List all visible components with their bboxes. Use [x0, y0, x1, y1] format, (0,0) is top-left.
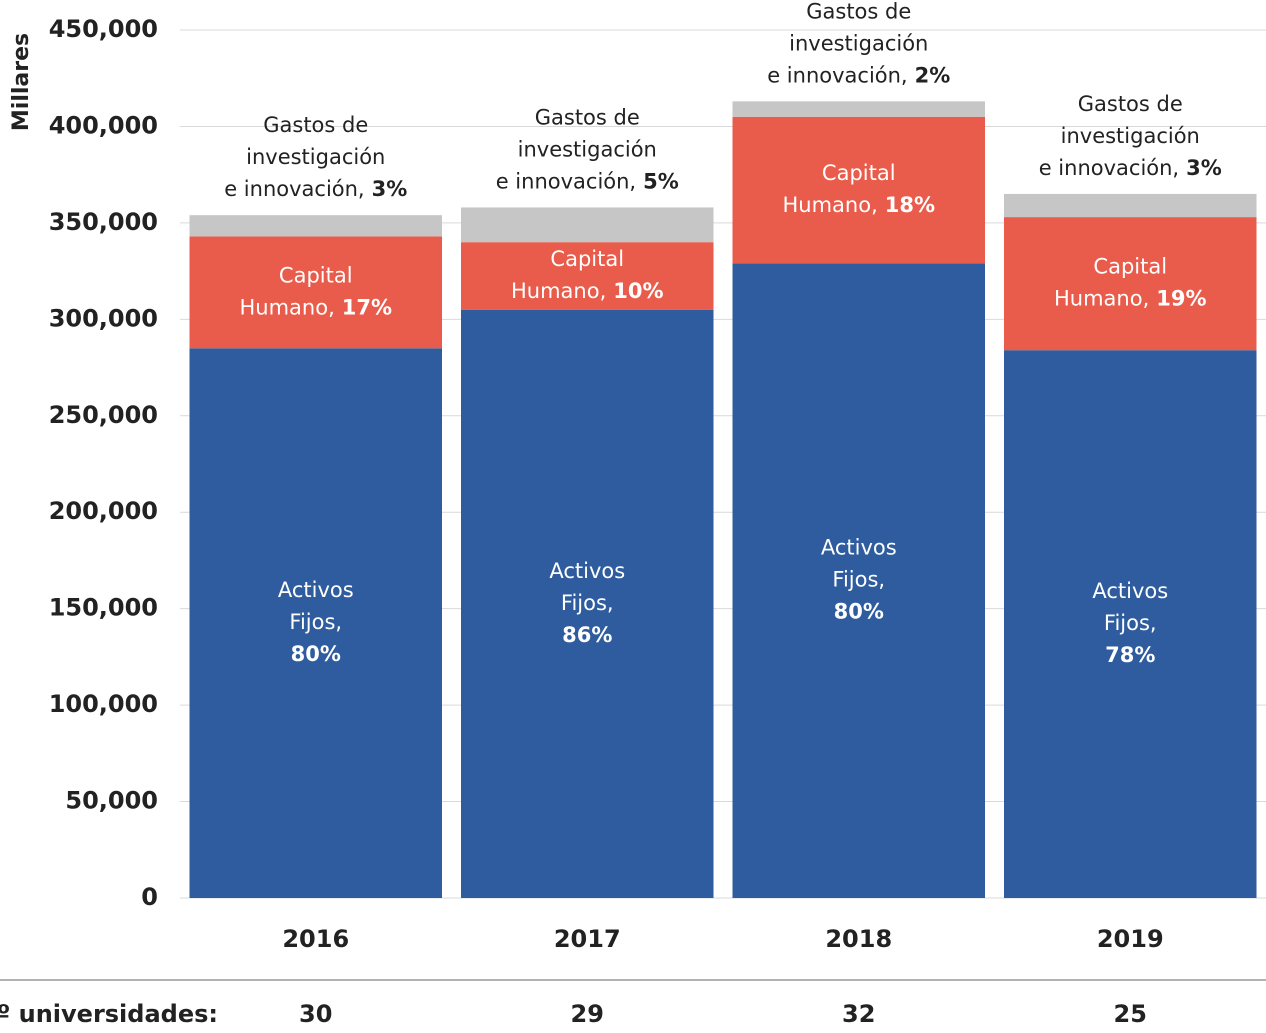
segment-label: Activos Fijos, 78% — [1092, 579, 1168, 667]
segment-label: Gastos de investigación e innovación, 2% — [767, 0, 950, 87]
bar-segment — [732, 263, 985, 898]
y-tick-label: 50,000 — [65, 787, 158, 815]
label-line: Humano, — [782, 193, 877, 217]
share-label: 78% — [1105, 643, 1155, 667]
label-line: Fijos, — [1104, 611, 1157, 635]
bar-segment — [1004, 217, 1257, 351]
label-line: Fijos, — [561, 591, 614, 615]
y-tick-label: 100,000 — [49, 690, 158, 718]
label-line: e innovación, — [767, 63, 907, 87]
segment-label: Capital Humano, 10% — [511, 247, 664, 303]
bar-segment — [461, 309, 714, 898]
bar-segment — [461, 207, 714, 243]
label-line: Capital — [1093, 255, 1167, 279]
y-tick-label: 450,000 — [49, 15, 158, 43]
label-line: investigación — [789, 31, 928, 55]
y-tick-label: 400,000 — [49, 111, 158, 139]
y-tick-label: 250,000 — [49, 401, 158, 429]
label-line: Activos — [549, 559, 625, 583]
share-label: 19% — [1156, 287, 1206, 311]
segment-label: Capital Humano, 19% — [1054, 255, 1207, 311]
label-line: Fijos, — [289, 610, 342, 634]
label-line: Fijos, — [832, 568, 885, 592]
segment-label: Activos Fijos, 86% — [549, 559, 625, 647]
share-label: 80% — [834, 600, 884, 624]
share-label: 3% — [372, 177, 408, 201]
label-line: Capital — [550, 247, 624, 271]
label-line: Gastos de — [263, 113, 368, 137]
x-tick-label: 2018 — [825, 925, 892, 953]
y-tick-label: 200,000 — [49, 497, 158, 525]
segment-label: Capital Humano, 18% — [782, 161, 935, 217]
segment-label: Gastos de investigación e innovación, 5% — [496, 105, 679, 193]
bar-segment — [189, 236, 442, 349]
label-line: Gastos de — [535, 105, 640, 129]
segment-label: Gastos de investigación e innovación, 3% — [224, 113, 407, 201]
segment-label: Activos Fijos, 80% — [821, 536, 897, 624]
segment-label: Activos Fijos, 80% — [278, 578, 354, 666]
share-label: 17% — [342, 295, 392, 319]
bar-segment — [732, 116, 985, 264]
bar-segment — [1004, 193, 1257, 218]
label-line: investigación — [246, 145, 385, 169]
label-line: investigación — [518, 137, 657, 161]
y-tick-label: 300,000 — [49, 304, 158, 332]
segment-label: Gastos de investigación e innovación, 3% — [1039, 92, 1222, 180]
label-line: Capital — [822, 161, 896, 185]
share-label: 18% — [885, 193, 935, 217]
x-tick-label: 2017 — [554, 925, 621, 953]
y-tick-label: 0 — [141, 883, 158, 911]
footer-value: 25 — [1114, 1000, 1147, 1028]
label-line: Humano, — [1054, 287, 1149, 311]
y-tick-label: 150,000 — [49, 594, 158, 622]
label-line: Gastos de — [806, 0, 911, 23]
share-label: 80% — [291, 642, 341, 666]
label-line: Capital — [279, 263, 353, 287]
bar-segment — [732, 101, 985, 117]
share-label: 5% — [643, 169, 679, 193]
bar-segment — [189, 348, 442, 898]
bar-segment — [189, 215, 442, 237]
label-line: e innovación, — [224, 177, 364, 201]
y-axis-label: Millares — [9, 33, 34, 131]
footer-value: 32 — [842, 1000, 875, 1028]
label-line: Activos — [278, 578, 354, 602]
bar-segment — [1004, 350, 1257, 898]
share-label: 3% — [1186, 156, 1222, 180]
bar-segment — [461, 242, 714, 310]
footer-label: Nº universidades: — [0, 1000, 218, 1028]
label-line: investigación — [1061, 124, 1200, 148]
share-label: 86% — [562, 623, 612, 647]
label-line: e innovación, — [496, 169, 636, 193]
share-label: 10% — [613, 279, 663, 303]
footer-value: 30 — [299, 1000, 332, 1028]
label-line: e innovación, — [1039, 156, 1179, 180]
x-tick-label: 2016 — [282, 925, 349, 953]
label-line: Activos — [821, 536, 897, 560]
label-line: Humano, — [511, 279, 606, 303]
label-line: Gastos de — [1078, 92, 1183, 116]
y-tick-label: 350,000 — [49, 208, 158, 236]
label-line: Activos — [1092, 579, 1168, 603]
footer-value: 29 — [571, 1000, 604, 1028]
label-line: Humano, — [239, 295, 334, 319]
segment-label: Capital Humano, 17% — [239, 263, 392, 319]
x-tick-label: 2019 — [1097, 925, 1164, 953]
share-label: 2% — [915, 63, 951, 87]
